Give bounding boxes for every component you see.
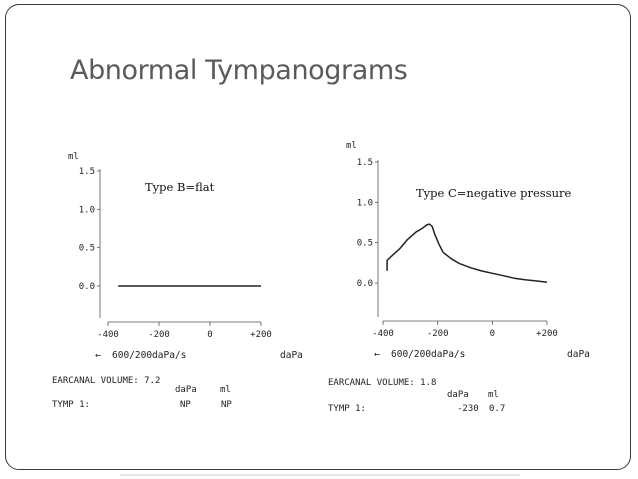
x-tick-label: 0 <box>207 330 212 340</box>
tymp-label: TYMP 1: <box>328 404 366 414</box>
y-tick-label: 1.5 <box>79 167 95 177</box>
y-tick-label: 0.0 <box>357 279 373 289</box>
earcanal-volume: EARCANAL VOLUME: 7.2 <box>52 376 160 386</box>
x-tick-label: -200 <box>148 330 170 340</box>
data-series <box>386 223 548 283</box>
tympanogram-type-c-chart: ml 1.5 1.0 0.5 0.0 -400 -200 0 +200 Type C=neg… <box>328 141 590 414</box>
sweep-rate-label: 600/200daPa/s <box>391 349 465 360</box>
earcanal-volume: EARCANAL VOLUME: 1.8 <box>328 378 436 388</box>
x-tick-label: -400 <box>372 329 394 339</box>
x-tick-label: +200 <box>250 330 272 340</box>
x-unit-label: daPa <box>567 349 590 360</box>
series-line <box>386 223 548 283</box>
tymp-header-dapa: daPa <box>447 390 469 400</box>
x-tick-label: -200 <box>427 329 449 339</box>
y-tick-label: 0.5 <box>79 244 95 254</box>
x-axis: -400 -200 0 +200 <box>97 321 272 340</box>
x-tick-label: +200 <box>536 329 558 339</box>
tympanogram-type-c: ml 1.5 1.0 0.5 0.0 -400 -200 0 +200 Type C=neg… <box>322 135 602 420</box>
tymp-ml-value: 0.7 <box>489 404 505 414</box>
tymp-dapa-value: -230 <box>457 404 479 414</box>
y-tick-label: 0.0 <box>79 282 95 292</box>
chart-annotation: Type B=flat <box>145 180 215 194</box>
x-tick-label: 0 <box>490 329 495 339</box>
tymp-ml-value: NP <box>221 400 232 410</box>
tymp-header-dapa: daPa <box>175 385 197 395</box>
tymp-header-ml: ml <box>220 385 231 395</box>
y-tick-label: 1.0 <box>79 205 95 215</box>
arrow-left-icon: ← <box>374 349 380 360</box>
x-tick-label: -400 <box>97 330 119 340</box>
tympanogram-type-b: ml 1.5 1.0 0.5 0.0 -400 -200 0 +200 Type B=fla… <box>48 146 310 414</box>
tymp-dapa-value: NP <box>180 400 191 410</box>
tymp-header-ml: ml <box>488 390 499 400</box>
y-tick-label: 1.5 <box>357 158 373 168</box>
y-axis: 1.5 1.0 0.5 0.0 <box>79 167 101 318</box>
footer-divider <box>120 474 520 476</box>
y-unit-label: ml <box>346 141 357 151</box>
tymp-label: TYMP 1: <box>52 400 90 410</box>
y-tick-label: 0.5 <box>357 239 373 249</box>
tympanogram-type-b-chart: ml 1.5 1.0 0.5 0.0 -400 -200 0 +200 Type B=fla… <box>52 152 303 410</box>
y-unit-label: ml <box>68 152 79 162</box>
x-axis: -400 -200 0 +200 <box>372 320 558 339</box>
chart-annotation: Type C=negative pressure <box>416 186 571 200</box>
x-unit-label: daPa <box>280 350 303 361</box>
arrow-left-icon: ← <box>95 350 101 361</box>
slide-title: Abnormal Tympanograms <box>70 55 408 86</box>
y-tick-label: 1.0 <box>357 198 373 208</box>
y-axis: 1.5 1.0 0.5 0.0 <box>357 158 379 317</box>
sweep-rate-label: 600/200daPa/s <box>112 350 186 361</box>
